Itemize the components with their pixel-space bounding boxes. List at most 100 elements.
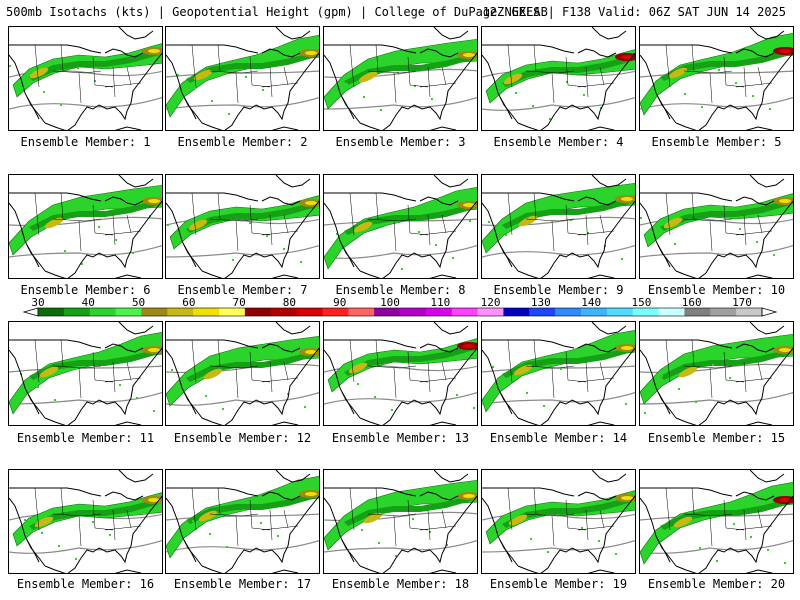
colorbar-swatch xyxy=(529,308,556,316)
coastline xyxy=(749,27,785,40)
coastline xyxy=(577,343,617,353)
height-contour xyxy=(9,391,162,405)
height-contour xyxy=(482,244,635,258)
product-title: 500mb Isotachs (kts) | Geopotential Heig… xyxy=(6,5,548,19)
country-border xyxy=(9,339,102,349)
coastline xyxy=(675,399,731,425)
coastline xyxy=(499,539,513,563)
state-borders xyxy=(191,44,299,104)
coastline xyxy=(749,175,785,188)
colorbar-tick-label: 90 xyxy=(333,296,346,309)
height-contour xyxy=(640,70,793,78)
isotach-height-map xyxy=(640,470,793,573)
coastline xyxy=(114,126,142,130)
ensemble-member-label: Ensemble Member: 2 xyxy=(177,135,308,149)
state-borders xyxy=(34,339,142,399)
height-contour xyxy=(482,391,635,405)
ensemble-member-label: Ensemble Member: 19 xyxy=(489,577,628,591)
colorbar-swatch xyxy=(425,308,453,316)
country-border xyxy=(166,44,259,54)
ensemble-member-label: Ensemble Member: 15 xyxy=(647,431,786,445)
isotach-height-map xyxy=(640,322,793,425)
coastline xyxy=(499,96,513,120)
colorbar-tick-label: 140 xyxy=(581,296,601,309)
height-contour xyxy=(166,513,319,521)
coastline xyxy=(44,547,100,573)
country-border xyxy=(482,339,575,349)
state-borders xyxy=(34,44,142,104)
coastline xyxy=(675,252,731,278)
coastline xyxy=(482,202,519,272)
coastline xyxy=(341,391,355,415)
country-border xyxy=(9,44,102,54)
state-borders xyxy=(349,192,457,252)
height-contour xyxy=(166,244,319,258)
colorbar-tick-label: 170 xyxy=(732,296,752,309)
isotach-height-map xyxy=(324,470,477,573)
state-borders xyxy=(507,192,615,252)
colorbar-tick-label: 30 xyxy=(31,296,44,309)
height-contour xyxy=(166,70,319,78)
coastline xyxy=(201,547,257,573)
isotach-shading xyxy=(640,33,793,116)
colorbar-tick-label: 150 xyxy=(631,296,651,309)
coastline xyxy=(587,569,615,573)
coastline xyxy=(283,495,319,555)
coastline xyxy=(126,52,162,112)
coastline xyxy=(166,497,203,567)
coastline xyxy=(429,569,457,573)
colorbar-swatch xyxy=(322,308,349,316)
state-borders xyxy=(191,487,299,547)
state-borders xyxy=(191,339,299,399)
coastline xyxy=(729,252,759,269)
isotach-shading xyxy=(166,335,319,410)
ensemble-member-label: Ensemble Member: 10 xyxy=(647,283,786,297)
ensemble-map-panel xyxy=(8,26,163,131)
colorbar-swatch xyxy=(503,308,530,316)
coastline xyxy=(482,54,519,124)
coastline xyxy=(275,470,311,483)
coastline xyxy=(255,104,285,121)
coastline xyxy=(324,497,361,567)
colorbar-tick-label: 120 xyxy=(481,296,501,309)
colorbar-tick-label: 70 xyxy=(233,296,246,309)
ensemble-member-label: Ensemble Member: 17 xyxy=(173,577,312,591)
colorbar-swatch xyxy=(477,308,504,316)
coastline xyxy=(482,497,519,567)
isotach-shading xyxy=(327,338,477,411)
coastline xyxy=(255,399,285,416)
coastline xyxy=(482,349,519,419)
coastline xyxy=(261,343,301,353)
coastline xyxy=(341,244,355,268)
coastline xyxy=(183,391,197,415)
colorbar-swatch xyxy=(348,308,375,316)
colorbar-swatch xyxy=(658,308,685,316)
coastline xyxy=(114,421,142,425)
ensemble-member-label: Ensemble Member: 11 xyxy=(16,431,155,445)
isotach-height-map xyxy=(9,470,162,573)
coastline xyxy=(341,539,355,563)
country-border xyxy=(482,44,575,54)
colorbar-swatch xyxy=(736,308,763,316)
coastline xyxy=(104,48,144,58)
coastline xyxy=(499,391,513,415)
coastline xyxy=(517,104,573,130)
coastline xyxy=(359,547,415,573)
isotach-height-map xyxy=(482,322,635,425)
coastline xyxy=(599,200,635,260)
coastline xyxy=(26,391,40,415)
ensemble-map-panel xyxy=(323,26,478,131)
coastline xyxy=(166,202,203,272)
coastline xyxy=(359,252,415,278)
ensemble-member-label: Ensemble Member: 9 xyxy=(493,283,624,297)
coastline xyxy=(587,126,615,130)
coastline xyxy=(571,252,601,269)
height-contour xyxy=(482,365,635,373)
ensemble-member-label: Ensemble Member: 4 xyxy=(493,135,624,149)
isotach-height-map xyxy=(166,470,319,573)
coastline xyxy=(261,196,301,206)
isotach-height-map xyxy=(482,470,635,573)
coastline xyxy=(44,399,100,425)
coastline xyxy=(166,54,203,124)
ensemble-member-label: Ensemble Member: 20 xyxy=(647,577,786,591)
